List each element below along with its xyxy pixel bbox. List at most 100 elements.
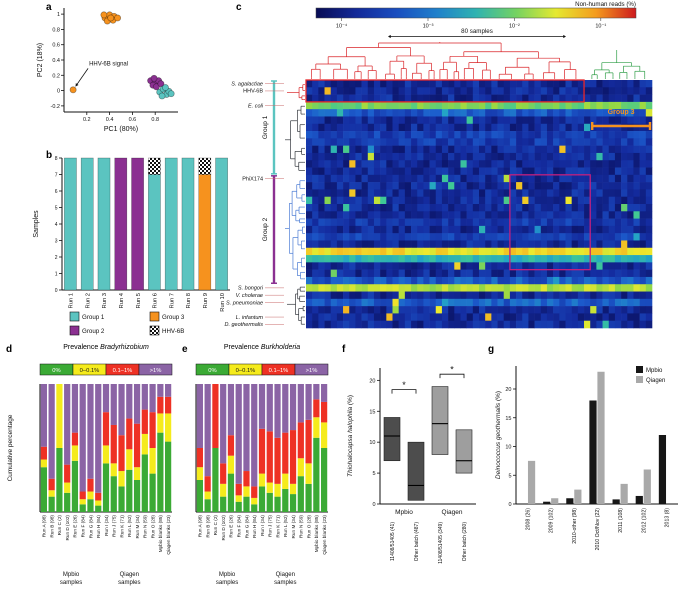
panel-d-title-genus: Bradyrhizobium bbox=[100, 344, 149, 351]
svg-text:80 samples: 80 samples bbox=[461, 28, 493, 35]
svg-text:20: 20 bbox=[505, 387, 511, 393]
svg-text:5: 5 bbox=[508, 473, 511, 479]
svg-text:2008 (26): 2008 (26) bbox=[526, 508, 532, 530]
svg-text:Run 2: Run 2 bbox=[85, 293, 91, 308]
svg-text:Mpbio blanks (85): Mpbio blanks (85) bbox=[314, 515, 319, 553]
svg-text:4: 4 bbox=[55, 222, 58, 228]
svg-text:Samples: Samples bbox=[33, 210, 40, 238]
svg-text:Group 2: Group 2 bbox=[262, 217, 269, 241]
svg-text:0.4: 0.4 bbox=[52, 58, 60, 64]
svg-text:D. geothermalis: D. geothermalis bbox=[224, 322, 263, 328]
svg-text:HHV-6B: HHV-6B bbox=[243, 89, 263, 95]
svg-text:Run 9: Run 9 bbox=[203, 293, 209, 308]
svg-text:0: 0 bbox=[508, 502, 511, 508]
svg-text:Run 10: Run 10 bbox=[220, 293, 226, 312]
svg-text:Group 1: Group 1 bbox=[262, 115, 269, 139]
svg-text:Cumulative percentage: Cumulative percentage bbox=[7, 414, 14, 481]
panel-e-title-prefix: Prevalence bbox=[223, 344, 261, 351]
svg-text:10⁻²: 10⁻² bbox=[509, 24, 520, 30]
svg-text:7: 7 bbox=[55, 172, 58, 178]
svg-text:PhiX174: PhiX174 bbox=[242, 176, 263, 182]
panel-d-title: Prevalence Bradyrhizobium bbox=[31, 344, 181, 351]
svg-text:2013 (8): 2013 (8) bbox=[664, 508, 670, 528]
svg-text:Run N (59): Run N (59) bbox=[143, 515, 148, 538]
svg-text:1: 1 bbox=[55, 271, 58, 277]
svg-text:Run O (28): Run O (28) bbox=[306, 515, 311, 539]
svg-text:0.2: 0.2 bbox=[83, 117, 91, 123]
svg-text:Qiagen blanks (23): Qiagen blanks (23) bbox=[166, 515, 171, 555]
svg-text:2011 (108): 2011 (108) bbox=[618, 508, 624, 533]
svg-text:Non-human reads (%): Non-human reads (%) bbox=[575, 1, 636, 8]
svg-text:S. pneumoniae: S. pneumoniae bbox=[226, 300, 263, 306]
panel-e-title: Prevalence Burkholderia bbox=[186, 344, 338, 351]
svg-text:10⁻³: 10⁻³ bbox=[423, 24, 434, 30]
svg-text:samples: samples bbox=[216, 580, 238, 586]
thiohalocapsa-box-chart: 0 5 10 15 20 Thiohalocapsa halophila (%) 11408… bbox=[347, 365, 476, 564]
svg-text:Run K (71): Run K (71) bbox=[119, 515, 124, 538]
svg-text:Group 2: Group 2 bbox=[82, 328, 105, 335]
svg-text:Run 4: Run 4 bbox=[119, 292, 125, 308]
svg-text:Run 6: Run 6 bbox=[153, 293, 159, 308]
svg-text:Deinococcus geothermalis (%): Deinococcus geothermalis (%) bbox=[495, 391, 502, 479]
svg-text:Run H (84): Run H (84) bbox=[252, 515, 257, 538]
svg-text:HHV-6B signal: HHV-6B signal bbox=[89, 61, 128, 67]
svg-text:Run 8: Run 8 bbox=[186, 293, 192, 308]
svg-text:Qiagen: Qiagen bbox=[120, 572, 139, 578]
svg-text:Other batch (487): Other batch (487) bbox=[414, 522, 420, 562]
svg-text:15: 15 bbox=[505, 416, 511, 422]
svg-text:Run N (59): Run N (59) bbox=[299, 515, 304, 538]
svg-text:0.8: 0.8 bbox=[52, 27, 60, 33]
svg-text:10: 10 bbox=[369, 440, 375, 446]
svg-text:samples: samples bbox=[118, 580, 140, 586]
svg-text:Run 3: Run 3 bbox=[102, 293, 108, 308]
svg-text:Run B (98): Run B (98) bbox=[49, 515, 54, 538]
svg-text:Run I (34): Run I (34) bbox=[260, 515, 265, 536]
panel-g-label: g bbox=[488, 344, 495, 355]
svg-text:Run D (102): Run D (102) bbox=[221, 515, 226, 541]
svg-text:0–0.1%: 0–0.1% bbox=[80, 368, 100, 374]
svg-text:Run J (75): Run J (75) bbox=[268, 515, 273, 537]
svg-text:0: 0 bbox=[55, 288, 58, 294]
panel-b-label: b bbox=[46, 150, 53, 161]
svg-text:5: 5 bbox=[55, 205, 58, 211]
svg-text:V. cholerae: V. cholerae bbox=[236, 293, 263, 299]
svg-text:Qiagen: Qiagen bbox=[276, 572, 295, 578]
svg-text:0.1–1%: 0.1–1% bbox=[269, 368, 289, 374]
svg-text:Run A (98): Run A (98) bbox=[42, 515, 47, 538]
svg-text:Run 7: Run 7 bbox=[169, 293, 175, 308]
svg-text:Group 3: Group 3 bbox=[162, 314, 185, 321]
svg-text:15: 15 bbox=[369, 409, 375, 415]
panel-e-title-genus: Burkholderia bbox=[260, 344, 301, 351]
svg-text:Run L (52): Run L (52) bbox=[127, 515, 132, 537]
svg-text:Run D (102): Run D (102) bbox=[65, 515, 70, 541]
panel-d-label: d bbox=[6, 344, 13, 355]
svg-text:PC2 (18%): PC2 (18%) bbox=[37, 43, 44, 77]
svg-text:Run B (98): Run B (98) bbox=[205, 515, 210, 538]
svg-text:samples: samples bbox=[60, 580, 82, 586]
svg-text:Run J (75): Run J (75) bbox=[112, 515, 117, 537]
svg-text:L. infantum: L. infantum bbox=[236, 315, 264, 321]
svg-text:Run I (34): Run I (34) bbox=[104, 515, 109, 536]
panel-c-label: c bbox=[236, 2, 242, 13]
svg-text:HHV-6B: HHV-6B bbox=[162, 328, 184, 335]
svg-text:Run L (52): Run L (52) bbox=[283, 515, 288, 537]
svg-text:2: 2 bbox=[55, 255, 58, 261]
svg-text:2012 (102): 2012 (102) bbox=[641, 508, 647, 533]
svg-text:Run F (84): Run F (84) bbox=[237, 515, 242, 538]
svg-text:Qiagen: Qiagen bbox=[442, 509, 463, 516]
svg-text:Run C (2): Run C (2) bbox=[57, 515, 62, 536]
svg-text:0.6: 0.6 bbox=[52, 43, 60, 49]
svg-text:2009 (102): 2009 (102) bbox=[549, 508, 555, 533]
svg-text:Qiagen blanks (23): Qiagen blanks (23) bbox=[322, 515, 327, 555]
svg-text:8: 8 bbox=[55, 156, 58, 162]
svg-text:10⁻¹: 10⁻¹ bbox=[595, 24, 606, 30]
svg-text:20: 20 bbox=[369, 378, 375, 384]
svg-text:Group 1: Group 1 bbox=[82, 314, 105, 321]
svg-text:Run A (98): Run A (98) bbox=[198, 515, 203, 538]
svg-text:Run 1: Run 1 bbox=[69, 293, 75, 308]
svg-text:Run M (34): Run M (34) bbox=[291, 515, 296, 539]
svg-text:6: 6 bbox=[55, 189, 58, 195]
svg-text:0: 0 bbox=[372, 502, 375, 508]
